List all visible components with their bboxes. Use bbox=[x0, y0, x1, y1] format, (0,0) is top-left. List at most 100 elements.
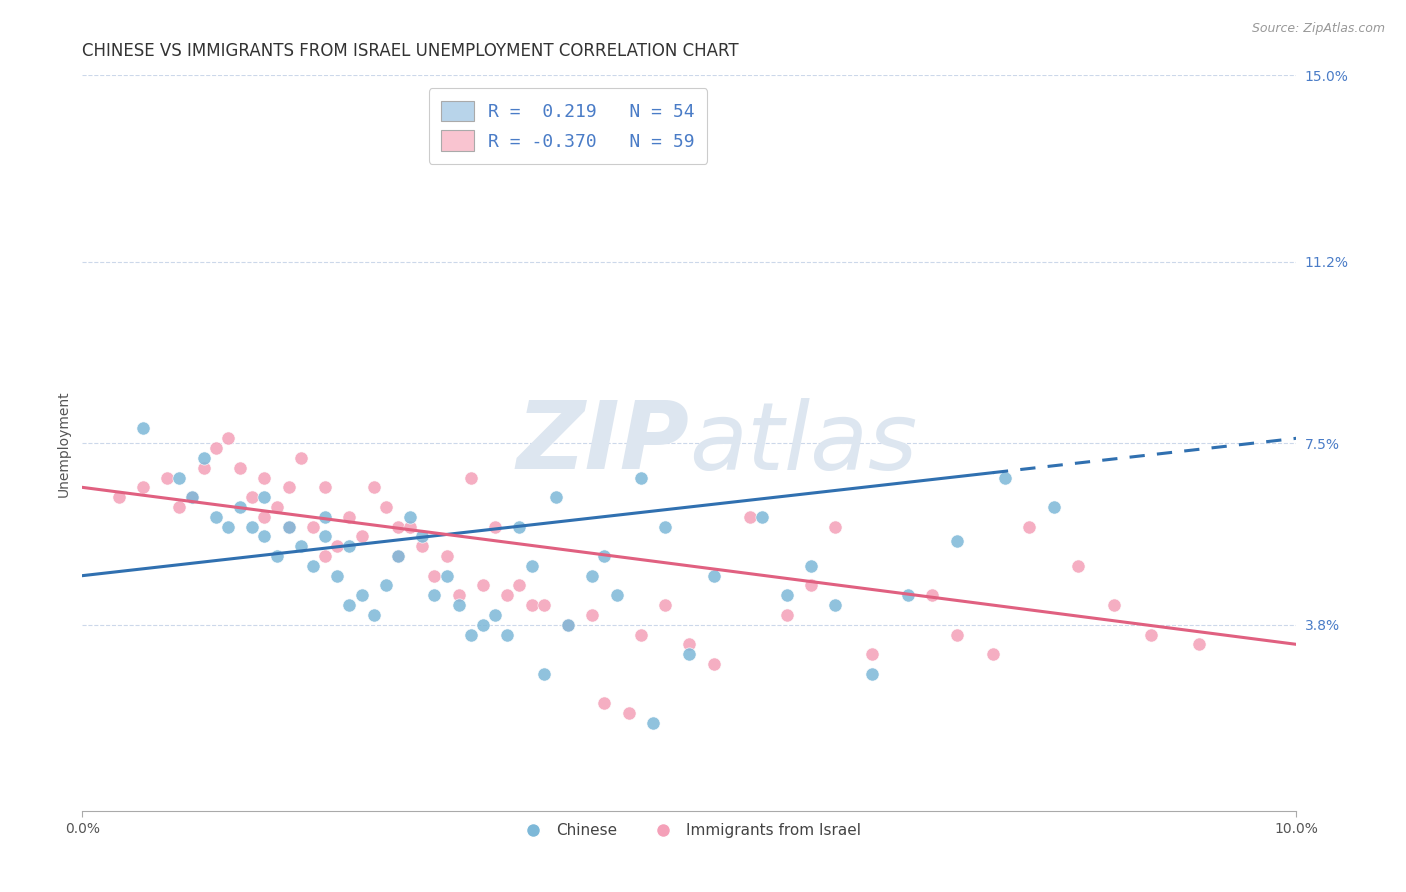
Point bbox=[399, 519, 422, 533]
Point bbox=[630, 627, 652, 641]
Point bbox=[387, 549, 409, 563]
Point bbox=[423, 588, 446, 602]
Point bbox=[411, 529, 433, 543]
Point bbox=[266, 500, 288, 514]
Point bbox=[447, 588, 470, 602]
Point bbox=[460, 470, 482, 484]
Point bbox=[508, 519, 530, 533]
Point bbox=[945, 534, 967, 549]
Point bbox=[411, 539, 433, 553]
Point bbox=[1067, 558, 1090, 573]
Point bbox=[240, 490, 263, 504]
Point bbox=[472, 578, 495, 592]
Point bbox=[193, 460, 215, 475]
Point bbox=[290, 450, 312, 465]
Point bbox=[132, 480, 155, 494]
Point bbox=[436, 568, 458, 582]
Point bbox=[1018, 519, 1040, 533]
Point bbox=[169, 500, 191, 514]
Point bbox=[496, 588, 519, 602]
Point bbox=[350, 529, 373, 543]
Point bbox=[508, 578, 530, 592]
Point bbox=[180, 490, 202, 504]
Point bbox=[1139, 627, 1161, 641]
Point bbox=[266, 549, 288, 563]
Point bbox=[253, 490, 276, 504]
Text: CHINESE VS IMMIGRANTS FROM ISRAEL UNEMPLOYMENT CORRELATION CHART: CHINESE VS IMMIGRANTS FROM ISRAEL UNEMPL… bbox=[83, 42, 740, 60]
Text: ZIP: ZIP bbox=[516, 397, 689, 489]
Point bbox=[314, 480, 336, 494]
Y-axis label: Unemployment: Unemployment bbox=[58, 390, 72, 497]
Point bbox=[484, 607, 506, 622]
Point bbox=[436, 549, 458, 563]
Point bbox=[581, 568, 603, 582]
Point bbox=[240, 519, 263, 533]
Point bbox=[1042, 500, 1064, 514]
Point bbox=[800, 558, 823, 573]
Point bbox=[775, 607, 797, 622]
Point bbox=[326, 568, 349, 582]
Point bbox=[350, 588, 373, 602]
Point bbox=[205, 509, 228, 524]
Point bbox=[520, 558, 543, 573]
Point bbox=[205, 441, 228, 455]
Point bbox=[217, 519, 239, 533]
Point bbox=[193, 450, 215, 465]
Point bbox=[533, 666, 555, 681]
Text: atlas: atlas bbox=[689, 398, 918, 489]
Point bbox=[460, 627, 482, 641]
Point bbox=[654, 519, 676, 533]
Point bbox=[775, 588, 797, 602]
Point bbox=[253, 509, 276, 524]
Point bbox=[253, 529, 276, 543]
Point bbox=[107, 490, 129, 504]
Point bbox=[447, 598, 470, 612]
Point bbox=[1104, 598, 1126, 612]
Point bbox=[229, 500, 252, 514]
Point bbox=[533, 598, 555, 612]
Point bbox=[339, 539, 361, 553]
Point bbox=[617, 706, 640, 720]
Point bbox=[180, 490, 202, 504]
Point bbox=[703, 657, 725, 671]
Point bbox=[897, 588, 920, 602]
Point bbox=[654, 598, 676, 612]
Point bbox=[277, 480, 299, 494]
Point bbox=[277, 519, 299, 533]
Point bbox=[387, 519, 409, 533]
Point bbox=[557, 617, 579, 632]
Point bbox=[678, 637, 700, 651]
Point bbox=[363, 480, 385, 494]
Point bbox=[544, 490, 567, 504]
Point bbox=[423, 568, 446, 582]
Point bbox=[339, 509, 361, 524]
Point bbox=[994, 470, 1017, 484]
Point bbox=[860, 647, 883, 661]
Point bbox=[132, 421, 155, 435]
Point bbox=[738, 509, 761, 524]
Point bbox=[302, 519, 325, 533]
Point bbox=[399, 509, 422, 524]
Point bbox=[824, 519, 846, 533]
Point bbox=[314, 509, 336, 524]
Point bbox=[277, 519, 299, 533]
Point bbox=[945, 627, 967, 641]
Point bbox=[860, 666, 883, 681]
Point bbox=[581, 607, 603, 622]
Point bbox=[751, 509, 773, 524]
Point bbox=[520, 598, 543, 612]
Point bbox=[472, 617, 495, 632]
Point bbox=[703, 568, 725, 582]
Point bbox=[374, 578, 396, 592]
Point bbox=[302, 558, 325, 573]
Point bbox=[921, 588, 943, 602]
Point bbox=[593, 549, 616, 563]
Point bbox=[314, 529, 336, 543]
Point bbox=[374, 500, 396, 514]
Point bbox=[981, 647, 1004, 661]
Point bbox=[156, 470, 179, 484]
Point bbox=[484, 519, 506, 533]
Point bbox=[1188, 637, 1211, 651]
Point bbox=[290, 539, 312, 553]
Point bbox=[641, 715, 664, 730]
